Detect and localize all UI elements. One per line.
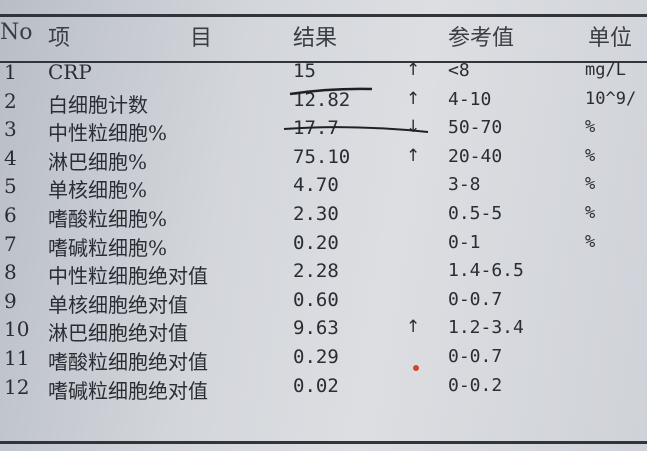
- item-name: 嗜酸粒细胞%: [48, 207, 168, 231]
- header-unit: 单位: [588, 26, 633, 51]
- unit: 10^9/: [585, 88, 637, 109]
- flag-arrow: ↑: [406, 317, 421, 338]
- row-number: 4: [4, 145, 17, 170]
- reference-range: 0-0.7: [448, 288, 503, 310]
- item-name: 嗜碱粒细胞绝对值: [48, 378, 208, 403]
- row-number: 11: [4, 346, 30, 370]
- reference-range: 4-10: [448, 88, 492, 110]
- flag-arrow: ↑: [406, 60, 421, 80]
- flag-arrow: ↑: [406, 145, 421, 166]
- table-row: 9 单核细胞绝对值 0.60 0-0.7: [0, 289, 647, 317]
- item-name: 中性粒细胞%: [48, 121, 168, 146]
- flag-arrow: ↑: [406, 88, 421, 109]
- result-value: 4.70: [293, 174, 339, 197]
- table-row: 11 嗜酸粒细胞绝对值 0.29 0-0.7: [0, 346, 647, 374]
- reference-range: 1.4-6.5: [448, 260, 524, 282]
- reference-range: <8: [448, 60, 470, 81]
- item-name: 嗜酸粒细胞绝对值: [48, 350, 208, 374]
- reference-range: 0-0.7: [448, 346, 503, 367]
- row-number: 9: [4, 288, 17, 313]
- result-value: 12.82: [293, 88, 351, 111]
- header-item-right: 目: [190, 26, 213, 51]
- row-number: 12: [4, 374, 30, 399]
- pen-mark-1: [289, 87, 373, 96]
- item-name: 单核细胞绝对值: [48, 292, 188, 317]
- item-name: 白细胞计数: [48, 92, 148, 117]
- reference-range: 50-70: [448, 117, 503, 139]
- item-name: 淋巴细胞绝对值: [48, 321, 188, 346]
- unit: mg/L: [585, 60, 626, 80]
- top-rule: [0, 14, 647, 17]
- item-name: 嗜碱粒细胞%: [48, 235, 168, 260]
- item-name: 单核细胞%: [48, 178, 148, 203]
- table-row: 7 嗜碱粒细胞% 0.20 0-1%: [0, 232, 647, 260]
- reference-range: 3-8: [448, 174, 481, 196]
- table-row: 8 中性粒细胞绝对值 2.28 1.4-6.5: [0, 260, 647, 288]
- reference-range: 20-40: [448, 145, 503, 167]
- row-number: 6: [4, 203, 17, 227]
- table-row: 4 淋巴细胞% 75.10 ↑ 20-40%: [0, 146, 647, 174]
- bottom-rule: [0, 441, 647, 444]
- row-number: 8: [4, 260, 17, 285]
- table-row: 10 淋巴细胞绝对值 9.63 ↑ 1.2-3.4: [0, 317, 647, 345]
- header-item-left: 项: [48, 26, 71, 51]
- row-number: 2: [4, 88, 17, 113]
- table-row: 12 嗜碱粒细胞绝对值 0.02 0-0.2: [0, 375, 647, 403]
- result-value: 15: [293, 60, 316, 82]
- row-number: 5: [4, 174, 17, 199]
- row-number: 3: [4, 117, 17, 142]
- result-value: 0.29: [293, 346, 339, 368]
- unit: %: [585, 174, 596, 195]
- result-value: 9.63: [293, 317, 339, 340]
- reference-range: 0-0.2: [448, 374, 503, 396]
- header-no: No: [0, 20, 33, 45]
- reference-range: 1.2-3.4: [448, 317, 524, 339]
- row-number: 10: [4, 317, 30, 342]
- row-number: 7: [4, 231, 17, 256]
- result-value: 2.30: [293, 203, 339, 225]
- header-reference: 参考值: [448, 26, 515, 51]
- red-dot-mark: [413, 365, 419, 371]
- unit: %: [585, 203, 596, 223]
- unit: %: [585, 117, 596, 138]
- result-value: 75.10: [293, 145, 351, 168]
- table-row: 1 CRP 15 ↑ <8 mg/L: [0, 60, 647, 88]
- table-row: 3 中性粒细胞% 17.7 ↓ 50-70%: [0, 117, 647, 145]
- table-row: 6 嗜酸粒细胞% 2.30 0.5-5%: [0, 203, 647, 231]
- unit: %: [585, 145, 596, 166]
- item-name: CRP: [48, 60, 92, 84]
- reference-range: 0-1: [448, 231, 481, 253]
- flag-arrow: ↓: [406, 117, 421, 138]
- item-name: 淋巴细胞%: [48, 149, 148, 174]
- table-row: 2 白细胞计数 12.82 ↑ 4-10 10^9/: [0, 89, 647, 117]
- unit: %: [585, 231, 596, 252]
- result-value: 0.20: [293, 231, 339, 254]
- header-rule: [0, 61, 647, 63]
- row-number: 1: [4, 60, 17, 84]
- item-name: 中性粒细胞绝对值: [48, 264, 208, 289]
- header-result: 结果: [293, 26, 338, 51]
- table-row: 5 单核细胞% 4.70 3-8%: [0, 174, 647, 202]
- result-value: 0.02: [293, 374, 339, 397]
- result-value: 2.28: [293, 260, 339, 283]
- reference-range: 0.5-5: [448, 203, 503, 224]
- result-value: 0.60: [293, 288, 339, 311]
- pen-mark-2: [283, 126, 429, 133]
